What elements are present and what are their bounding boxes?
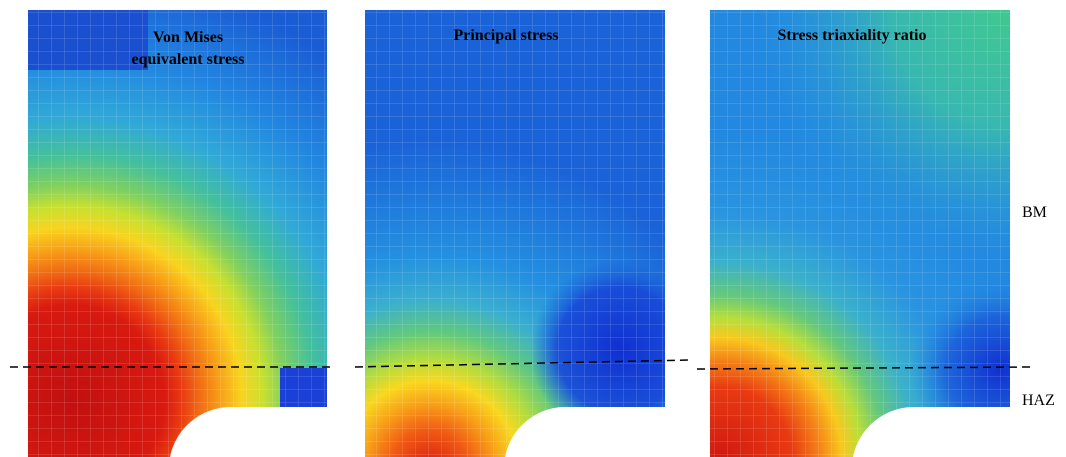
panel-title: Stress triaxiality ratio: [777, 27, 926, 44]
boundary-line: [10, 359, 1033, 370]
panel-principal: [365, 10, 665, 457]
zone-label: BM: [1022, 204, 1047, 221]
panel-triaxiality: [710, 10, 1010, 457]
panel-title: Principal stress: [453, 27, 558, 44]
panel-title: equivalent stress: [131, 51, 244, 68]
panel-title: Von Mises: [153, 29, 223, 46]
panel-von-mises: [28, 10, 327, 457]
zone-label: HAZ: [1022, 392, 1055, 409]
